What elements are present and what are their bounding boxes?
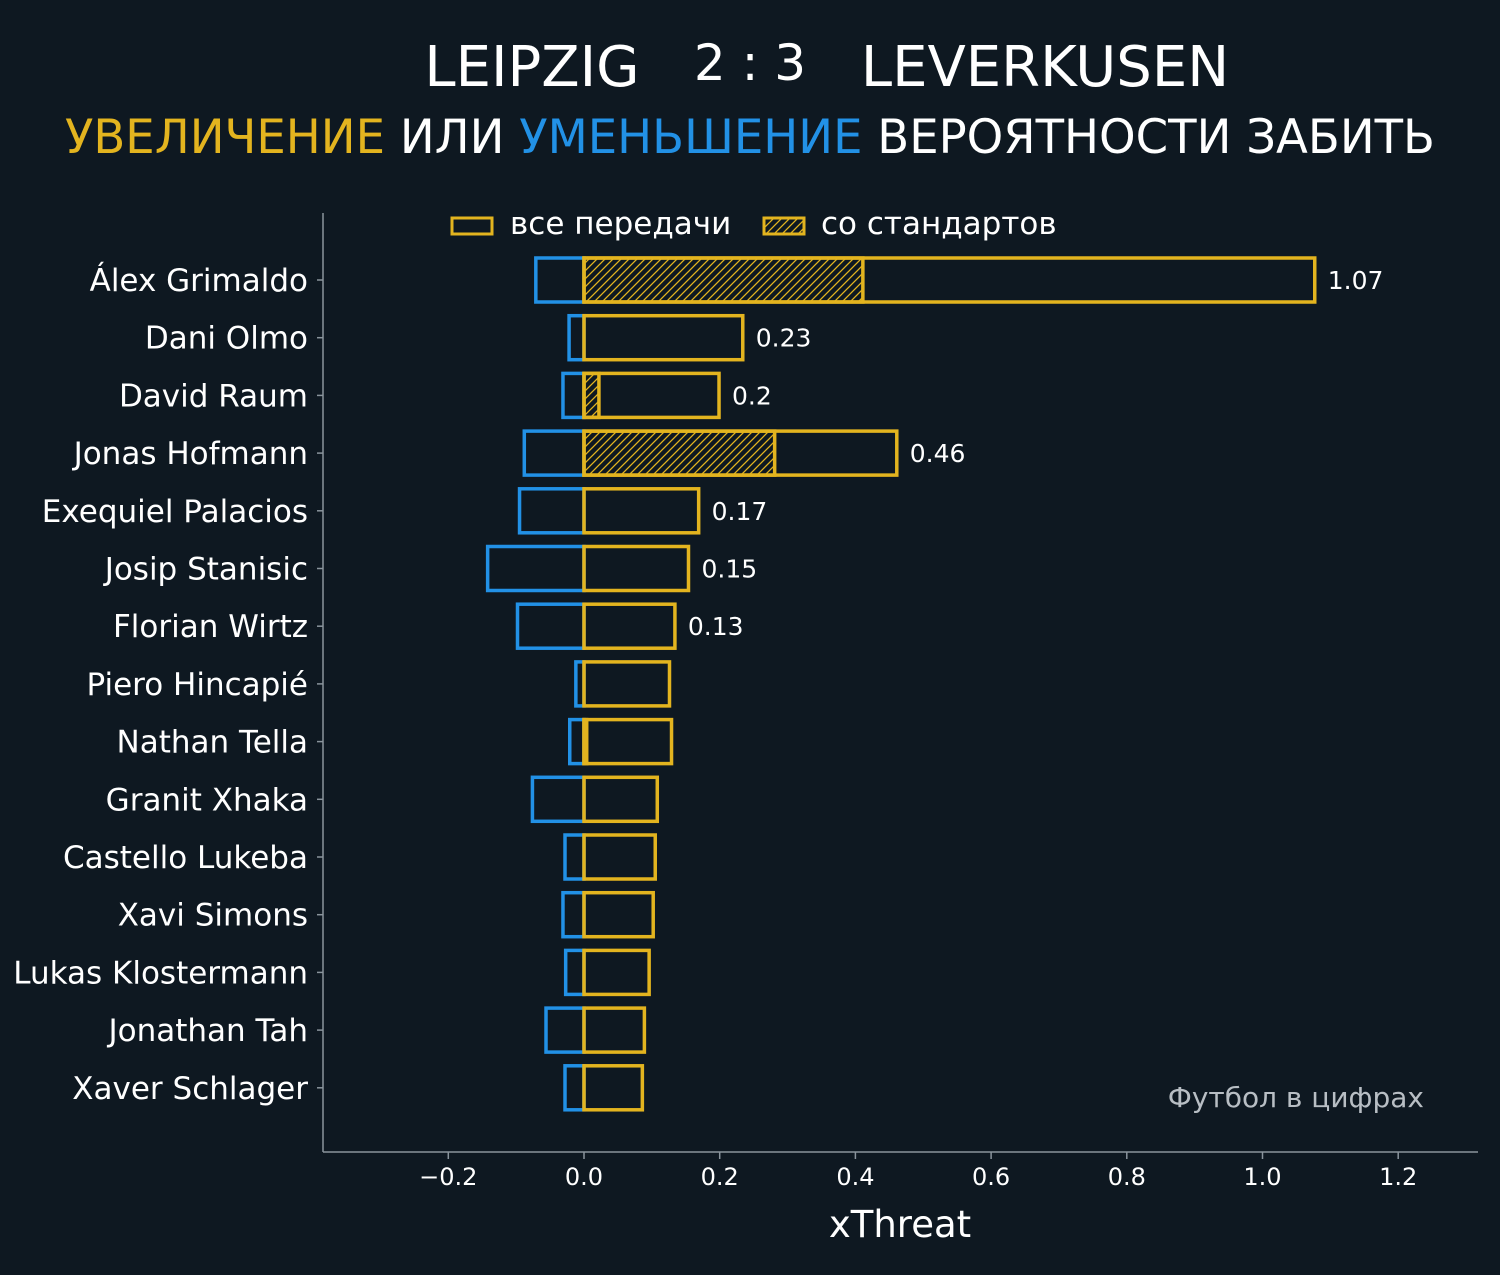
set-piece-bar <box>582 256 865 304</box>
value-label: 0.13 <box>688 612 744 641</box>
decrease-bar <box>515 602 586 650</box>
increase-bar <box>582 775 660 824</box>
x-tick-label: 0.6 <box>972 1163 1010 1191</box>
increase-bar <box>582 1064 645 1112</box>
decrease-bar <box>517 487 586 535</box>
player-label: Piero Hincapié <box>86 667 308 703</box>
increase-bar <box>582 487 701 535</box>
player-label: Exequiel Palacios <box>42 494 308 530</box>
x-tick-label: 1.2 <box>1379 1163 1417 1191</box>
legend-all-passes-label: все передачи <box>510 206 731 242</box>
legend-all-passes-swatch <box>450 216 494 236</box>
decrease-bar <box>561 371 586 420</box>
subtitle-increase: УВЕЛИЧЕНИЕ <box>65 110 385 165</box>
increase-bar <box>582 717 674 766</box>
bars-layer <box>485 256 1317 1112</box>
player-label: Álex Grimaldo <box>90 263 308 299</box>
increase-bar <box>582 890 655 939</box>
watermark: Футбол в цифрах <box>1168 1081 1424 1114</box>
away-team: LEVERKUSEN <box>861 35 1229 100</box>
value-label: 1.07 <box>1328 266 1384 295</box>
x-tick-label: 0.0 <box>565 1163 603 1191</box>
decrease-bar <box>567 313 586 362</box>
value-label: 0.46 <box>910 439 966 468</box>
x-ticks: −0.2 0.0 0.2 0.4 0.6 0.8 1.0 1.2 <box>419 1152 1417 1191</box>
increase-bar <box>582 371 721 420</box>
value-label: 0.2 <box>732 381 772 410</box>
x-tick-label: 0.4 <box>836 1163 874 1191</box>
value-labels: 1.07 0.23 0.2 0.46 0.17 0.15 0.13 <box>688 266 1383 641</box>
legend: все передачи со стандартов <box>450 206 1057 242</box>
match-score: 2 : 3 <box>694 34 806 92</box>
increase-bar <box>582 833 657 881</box>
decrease-bar <box>485 544 586 593</box>
x-tick-label: 0.8 <box>1108 1163 1146 1191</box>
value-label: 0.23 <box>756 324 812 353</box>
player-label: Jonathan Tah <box>106 1013 308 1049</box>
player-label: Xavi Simons <box>118 898 308 934</box>
set-piece-bar <box>582 429 777 477</box>
set-piece-bar <box>582 371 601 420</box>
decrease-bar <box>563 1064 586 1112</box>
increase-bar <box>582 1006 647 1054</box>
y-tick-labels: Álex Grimaldo Dani Olmo David Raum Jonas Ho… <box>13 263 323 1107</box>
subtitle-decrease: УМЕНЬШЕНИЕ <box>519 110 862 165</box>
legend-set-pieces-swatch <box>762 216 806 236</box>
player-label: Dani Olmo <box>145 321 308 357</box>
x-tick-label: 0.2 <box>701 1163 739 1191</box>
x-tick-label: −0.2 <box>419 1163 477 1191</box>
decrease-bar <box>563 833 586 881</box>
player-label: David Raum <box>119 378 308 414</box>
x-tick-label: 1.0 <box>1243 1163 1281 1191</box>
decrease-bar <box>563 948 586 997</box>
decrease-bar <box>522 429 586 477</box>
decrease-bar <box>568 717 586 766</box>
increase-bar <box>582 602 677 650</box>
increase-bar <box>582 660 672 708</box>
player-label: Granit Xhaka <box>106 782 308 818</box>
increase-bar <box>582 429 899 477</box>
player-label: Jonas Hofmann <box>72 436 308 472</box>
value-label: 0.15 <box>701 555 757 584</box>
subtitle-rest: ВЕРОЯТНОСТИ ЗАБИТЬ <box>862 110 1435 165</box>
decrease-bar <box>534 256 586 304</box>
increase-bar <box>582 313 745 362</box>
legend-set-pieces-label: со стандартов <box>821 206 1057 242</box>
increase-bar <box>582 544 691 593</box>
decrease-bar <box>561 890 586 939</box>
player-label: Castello Lukeba <box>63 840 308 876</box>
player-label: Josip Stanisic <box>103 552 308 588</box>
player-label: Xaver Schlager <box>72 1071 308 1107</box>
value-label: 0.17 <box>712 497 768 526</box>
player-label: Nathan Tella <box>117 725 308 761</box>
subtitle: УВЕЛИЧЕНИЕ ИЛИ УМЕНЬШЕНИЕ ВЕРОЯТНОСТИ ЗА… <box>65 110 1435 165</box>
player-label: Florian Wirtz <box>113 609 308 645</box>
player-label: Lukas Klostermann <box>13 955 308 991</box>
decrease-bar <box>530 775 586 824</box>
x-axis-label: xThreat <box>829 1203 971 1246</box>
subtitle-or: ИЛИ <box>385 110 519 165</box>
increase-bar <box>582 256 1317 304</box>
home-team: LEIPZIG <box>424 35 639 100</box>
decrease-bar <box>544 1006 586 1054</box>
increase-bar <box>582 948 651 997</box>
